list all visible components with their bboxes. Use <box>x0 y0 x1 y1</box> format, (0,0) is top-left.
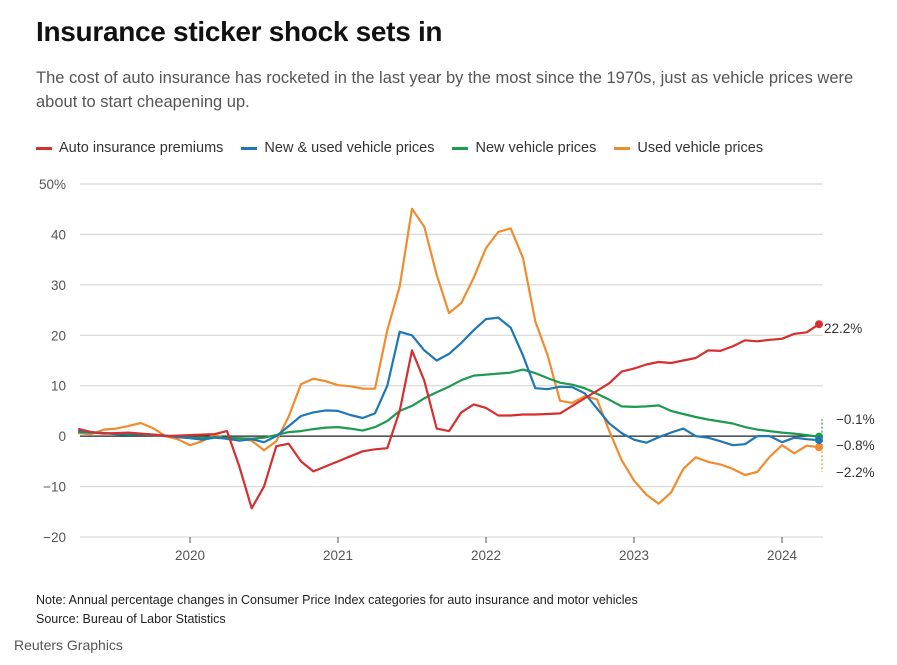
source-text: Source: Bureau of Labor Statistics <box>36 612 226 626</box>
legend-label: New & used vehicle prices <box>264 140 435 156</box>
legend-swatch <box>36 146 52 150</box>
x-tick-label: 2022 <box>471 548 501 563</box>
legend-label: Auto insurance premiums <box>59 140 224 156</box>
page-title: Insurance sticker shock sets in <box>36 16 443 47</box>
y-tick-label: −10 <box>43 480 66 495</box>
legend-item-auto-insurance: Auto insurance premiums <box>36 140 223 156</box>
end-label-new-used-vehicles: −0.8% <box>836 438 875 453</box>
series-lines <box>77 207 821 510</box>
series-end-point <box>815 320 823 329</box>
end-label-auto-insurance: 22.2% <box>824 321 862 336</box>
y-axis-ticks: −20 −10 0 10 20 30 40 50% <box>39 177 66 545</box>
series-line <box>77 323 821 510</box>
note-text: Note: Annual percentage changes in Consu… <box>36 593 638 607</box>
end-labels: −2.2% −0.1% −0.8% 22.2% <box>815 320 875 480</box>
y-tick-label: 30 <box>51 278 66 293</box>
chart-legend: Auto insurance premiums New & used vehic… <box>36 140 763 156</box>
legend-swatch <box>452 146 469 150</box>
x-tick-label: 2021 <box>323 548 353 563</box>
legend-label: Used vehicle prices <box>637 140 764 156</box>
x-tick-label: 2020 <box>175 548 205 563</box>
y-tick-label: 10 <box>51 379 66 394</box>
series-line <box>77 316 821 447</box>
y-tick-label: −20 <box>43 530 66 545</box>
series-end-point <box>815 443 823 452</box>
x-tick-label: 2023 <box>619 548 649 563</box>
legend-swatch <box>241 146 258 150</box>
credit-text: Reuters Graphics <box>14 637 123 653</box>
y-tick-label: 40 <box>51 227 66 242</box>
series-end-point <box>815 436 823 445</box>
x-tick-label: 2024 <box>767 548 798 563</box>
series-line <box>77 207 821 505</box>
series-line <box>77 368 821 440</box>
legend-swatch <box>614 146 631 150</box>
legend-item-new-used-vehicles: New & used vehicle prices <box>241 140 434 156</box>
y-tick-label: 0 <box>58 429 66 444</box>
chart-subtitle: The cost of auto insurance has rocketed … <box>36 69 854 111</box>
grid-lines <box>80 183 823 538</box>
end-label-used-vehicles: −2.2% <box>836 465 875 480</box>
y-tick-label: 20 <box>51 328 66 343</box>
x-axis-ticks: 2020 2021 2022 2023 2024 <box>175 537 798 563</box>
end-label-new-vehicles: −0.1% <box>836 412 875 427</box>
legend-item-new-vehicles: New vehicle prices <box>452 140 596 156</box>
y-tick-label: 50% <box>39 177 66 192</box>
legend-item-used-vehicles: Used vehicle prices <box>614 140 763 156</box>
legend-label: New vehicle prices <box>475 140 597 156</box>
chart-note: Note: Annual percentage changes in Consu… <box>36 591 638 629</box>
